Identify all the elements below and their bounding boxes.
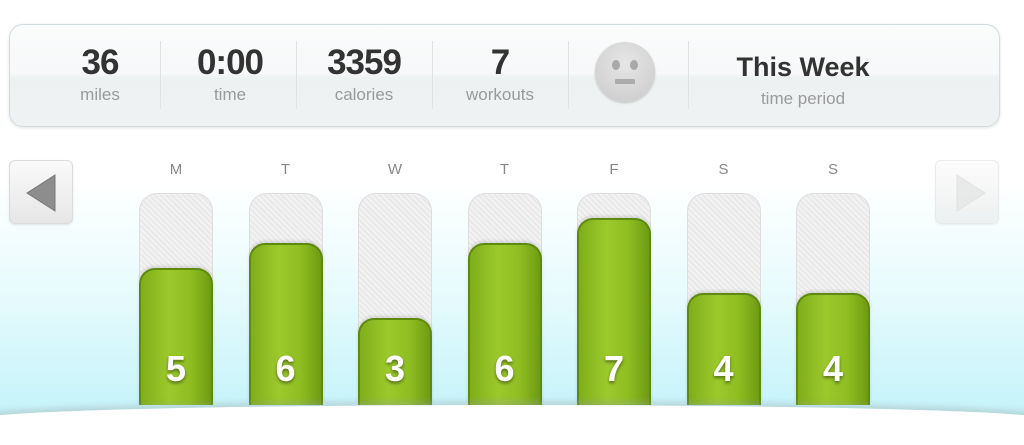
period-value: This Week: [736, 52, 870, 82]
stat-label: time: [213, 85, 247, 104]
bar: [577, 218, 651, 405]
bar-value-label: 5: [165, 348, 187, 389]
stat-value: 0:00: [196, 43, 264, 82]
neutral-face-icon[interactable]: [595, 42, 655, 102]
bar: [358, 318, 432, 405]
floor: [0, 405, 1024, 445]
day-label: S: [718, 161, 729, 178]
day-label: T: [499, 161, 510, 178]
stat-miles: 36 miles: [40, 43, 160, 107]
day-label: T: [280, 161, 291, 178]
day-label: S: [827, 161, 838, 178]
divider: [160, 41, 161, 109]
bar: [139, 268, 213, 405]
divider: [688, 41, 689, 109]
bar: [248, 243, 323, 405]
stat-time: 0:00 time: [170, 43, 290, 107]
previous-week-button[interactable]: [9, 160, 73, 224]
bar-value-label: 7: [603, 348, 625, 389]
divider: [296, 41, 297, 109]
bar: [796, 293, 870, 405]
bar: [467, 243, 542, 405]
right-arrow-icon: [956, 174, 986, 212]
bar-value-label: 6: [494, 348, 515, 389]
time-period-selector[interactable]: This Week time period: [710, 43, 896, 111]
summary-panel: 36 miles 0:00 time 3359 calories 7 worko…: [9, 24, 1000, 127]
day-label: M: [169, 161, 183, 178]
bar: [686, 293, 761, 405]
divider: [568, 41, 569, 109]
bar-value-label: 4: [713, 348, 734, 389]
stat-workouts: 7 workouts: [440, 43, 560, 107]
bar-value-label: 3: [384, 348, 406, 389]
bar-value-label: 4: [822, 348, 844, 389]
stat-label: calories: [334, 85, 394, 104]
divider: [432, 41, 433, 109]
stat-label: workouts: [465, 85, 535, 104]
bar-value-label: 6: [275, 348, 296, 389]
day-label: W: [387, 161, 403, 178]
stat-label: miles: [80, 85, 120, 104]
stat-value: 7: [490, 43, 510, 82]
stat-calories: 3359 calories: [304, 43, 424, 107]
next-week-button[interactable]: [935, 160, 999, 224]
period-label: time period: [760, 89, 846, 108]
day-label: F: [609, 161, 619, 178]
stat-value: 36: [81, 43, 120, 82]
left-arrow-icon: [26, 174, 56, 212]
stat-value: 3359: [327, 43, 402, 82]
